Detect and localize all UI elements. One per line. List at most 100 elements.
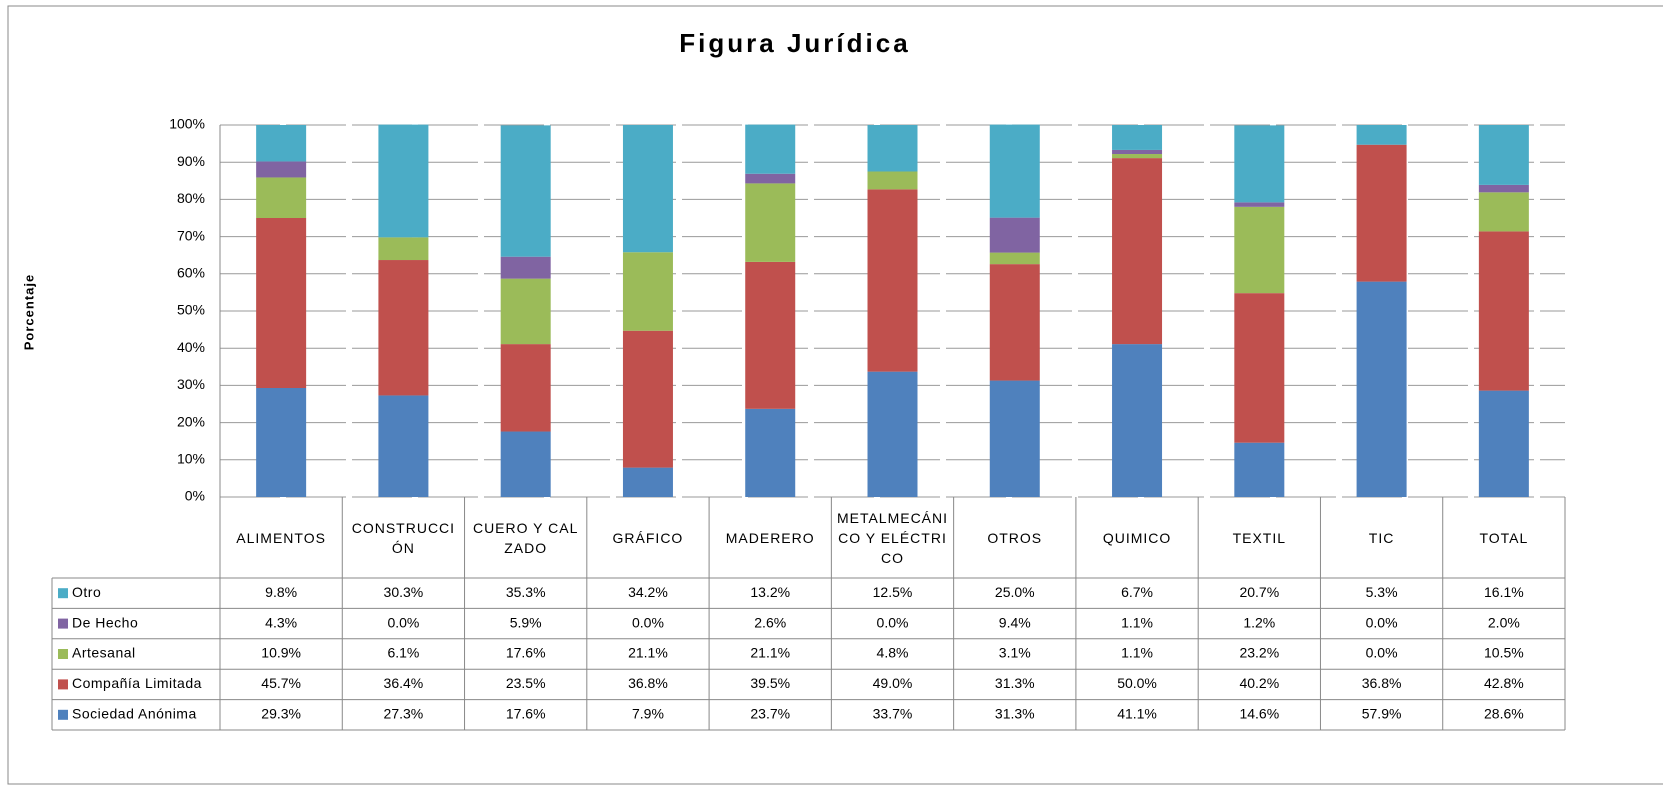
table-value: 36.8% [628,675,668,691]
legend-swatch [58,679,68,690]
bar-segment [1478,125,1529,185]
bar-segment [622,467,673,497]
bar-segment [378,124,429,238]
bar-segment [989,264,1040,381]
legend-swatch [58,709,68,720]
y-tick-label: 100% [169,116,205,132]
table-value: 5.9% [510,614,542,630]
table-value: 40.2% [1239,675,1279,691]
table-value: 23.5% [506,675,546,691]
category-cell: QUIMICO [1102,529,1172,546]
table-value: 13.2% [750,584,790,600]
bar-segment [256,125,307,162]
category-cell: OTROS [987,530,1041,546]
table-value: 23.2% [1239,645,1279,661]
bar-segment [1356,144,1407,282]
table-value: 9.4% [999,614,1031,630]
chart-title: Figura Jurídica [679,28,910,58]
table-value: 17.6% [506,706,546,722]
category-cell: METALMECÁNICO Y ELÉCTRICO [837,510,947,566]
y-tick-label: 50% [177,302,205,318]
table-value: 0.0% [877,614,909,630]
table-value: 16.1% [1484,584,1524,600]
bar-segment [1234,125,1285,203]
category-cell: MADERERO [725,529,815,546]
bar-segment [500,278,551,345]
table-value: 33.7% [873,706,913,722]
bar-segment [1234,206,1285,294]
legend-swatch [58,649,68,659]
bar-segment [1356,281,1407,497]
x-tick-label: CONSTRUCCIÓN [351,519,456,556]
bar-segment [867,189,918,372]
bar-segment [1234,202,1285,207]
table-value: 21.1% [628,645,668,661]
bar-segment [378,260,429,396]
table-value: 27.3% [384,706,424,722]
bar-segment [500,256,551,279]
y-tick-label: 20% [177,413,205,429]
table-value: 20.7% [1239,584,1279,600]
bar-segment [989,124,1040,218]
table-value: 0.0% [1366,645,1398,661]
table-value: 45.7% [261,675,301,691]
bar-segment [989,252,1040,265]
table-value: 35.3% [506,584,546,600]
legend-swatch [58,618,68,629]
x-tick-label: TIC [1368,529,1395,546]
table-value: 2.6% [754,614,786,630]
x-tick-label: GRÁFICO [612,529,684,546]
table-value: 21.1% [750,645,790,661]
bar-segment [622,330,673,468]
x-tick-label: QUIMICO [1102,529,1172,546]
y-tick-label: 30% [177,376,205,392]
table-value: 36.4% [384,675,424,691]
bar-segment [256,177,307,218]
bar-segment [989,217,1040,253]
legend-label: De Hecho [72,614,138,630]
bar-segment [256,161,307,178]
bar-segment [378,395,429,497]
x-tick-label: CUERO Y CALZADO [472,519,579,556]
table-value: 36.8% [1362,675,1402,691]
category-cell: ALIMENTOS [236,529,326,546]
bar-segment [500,344,551,432]
table-value: 25.0% [995,584,1035,600]
table-value: 34.2% [628,584,668,600]
bar-segment [1234,442,1285,497]
category-cell: TIC [1368,529,1395,546]
table-value: 1.1% [1121,645,1153,661]
legend-swatch [58,588,68,599]
table-value: 28.6% [1484,706,1524,722]
bar-segment [1112,158,1163,345]
y-tick-label: 90% [177,153,205,169]
table-value: 2.0% [1488,614,1520,630]
legend-label: Artesanal [72,645,136,661]
table-value: 29.3% [261,706,301,722]
x-tick-label: TEXTIL [1232,529,1287,546]
table-value: 4.3% [265,614,297,630]
table-value: 6.1% [387,645,419,661]
table-value: 14.6% [1239,706,1279,722]
bar-segment [1478,390,1529,497]
bar-segment [500,125,551,257]
y-axis-label: Porcentaje [21,274,36,350]
bar-segment [989,380,1040,497]
table-value: 0.0% [632,614,664,630]
legend-label: Compañía Limitada [72,675,202,691]
table-value: 1.1% [1121,614,1153,630]
x-tick-label: TOTAL [1479,529,1529,546]
bar-segment [256,388,307,497]
x-tick-label: MADERERO [725,529,815,546]
table-value: 0.0% [387,614,419,630]
y-tick-label: 0% [185,488,205,504]
y-tick-label: 60% [177,265,205,281]
bar-segment [1112,344,1163,497]
bar-segment [622,125,673,253]
category-cell: CUERO Y CALZADO [472,519,579,556]
table-value: 31.3% [995,706,1035,722]
bar-segment [1112,154,1163,159]
bar-segment [1356,125,1407,145]
table-value: 12.5% [873,584,913,600]
x-tick-label: ALIMENTOS [236,529,326,546]
